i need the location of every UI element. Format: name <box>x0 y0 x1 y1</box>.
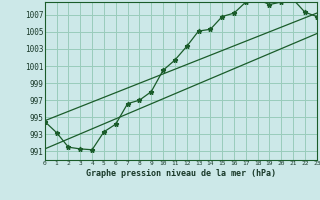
X-axis label: Graphe pression niveau de la mer (hPa): Graphe pression niveau de la mer (hPa) <box>86 169 276 178</box>
